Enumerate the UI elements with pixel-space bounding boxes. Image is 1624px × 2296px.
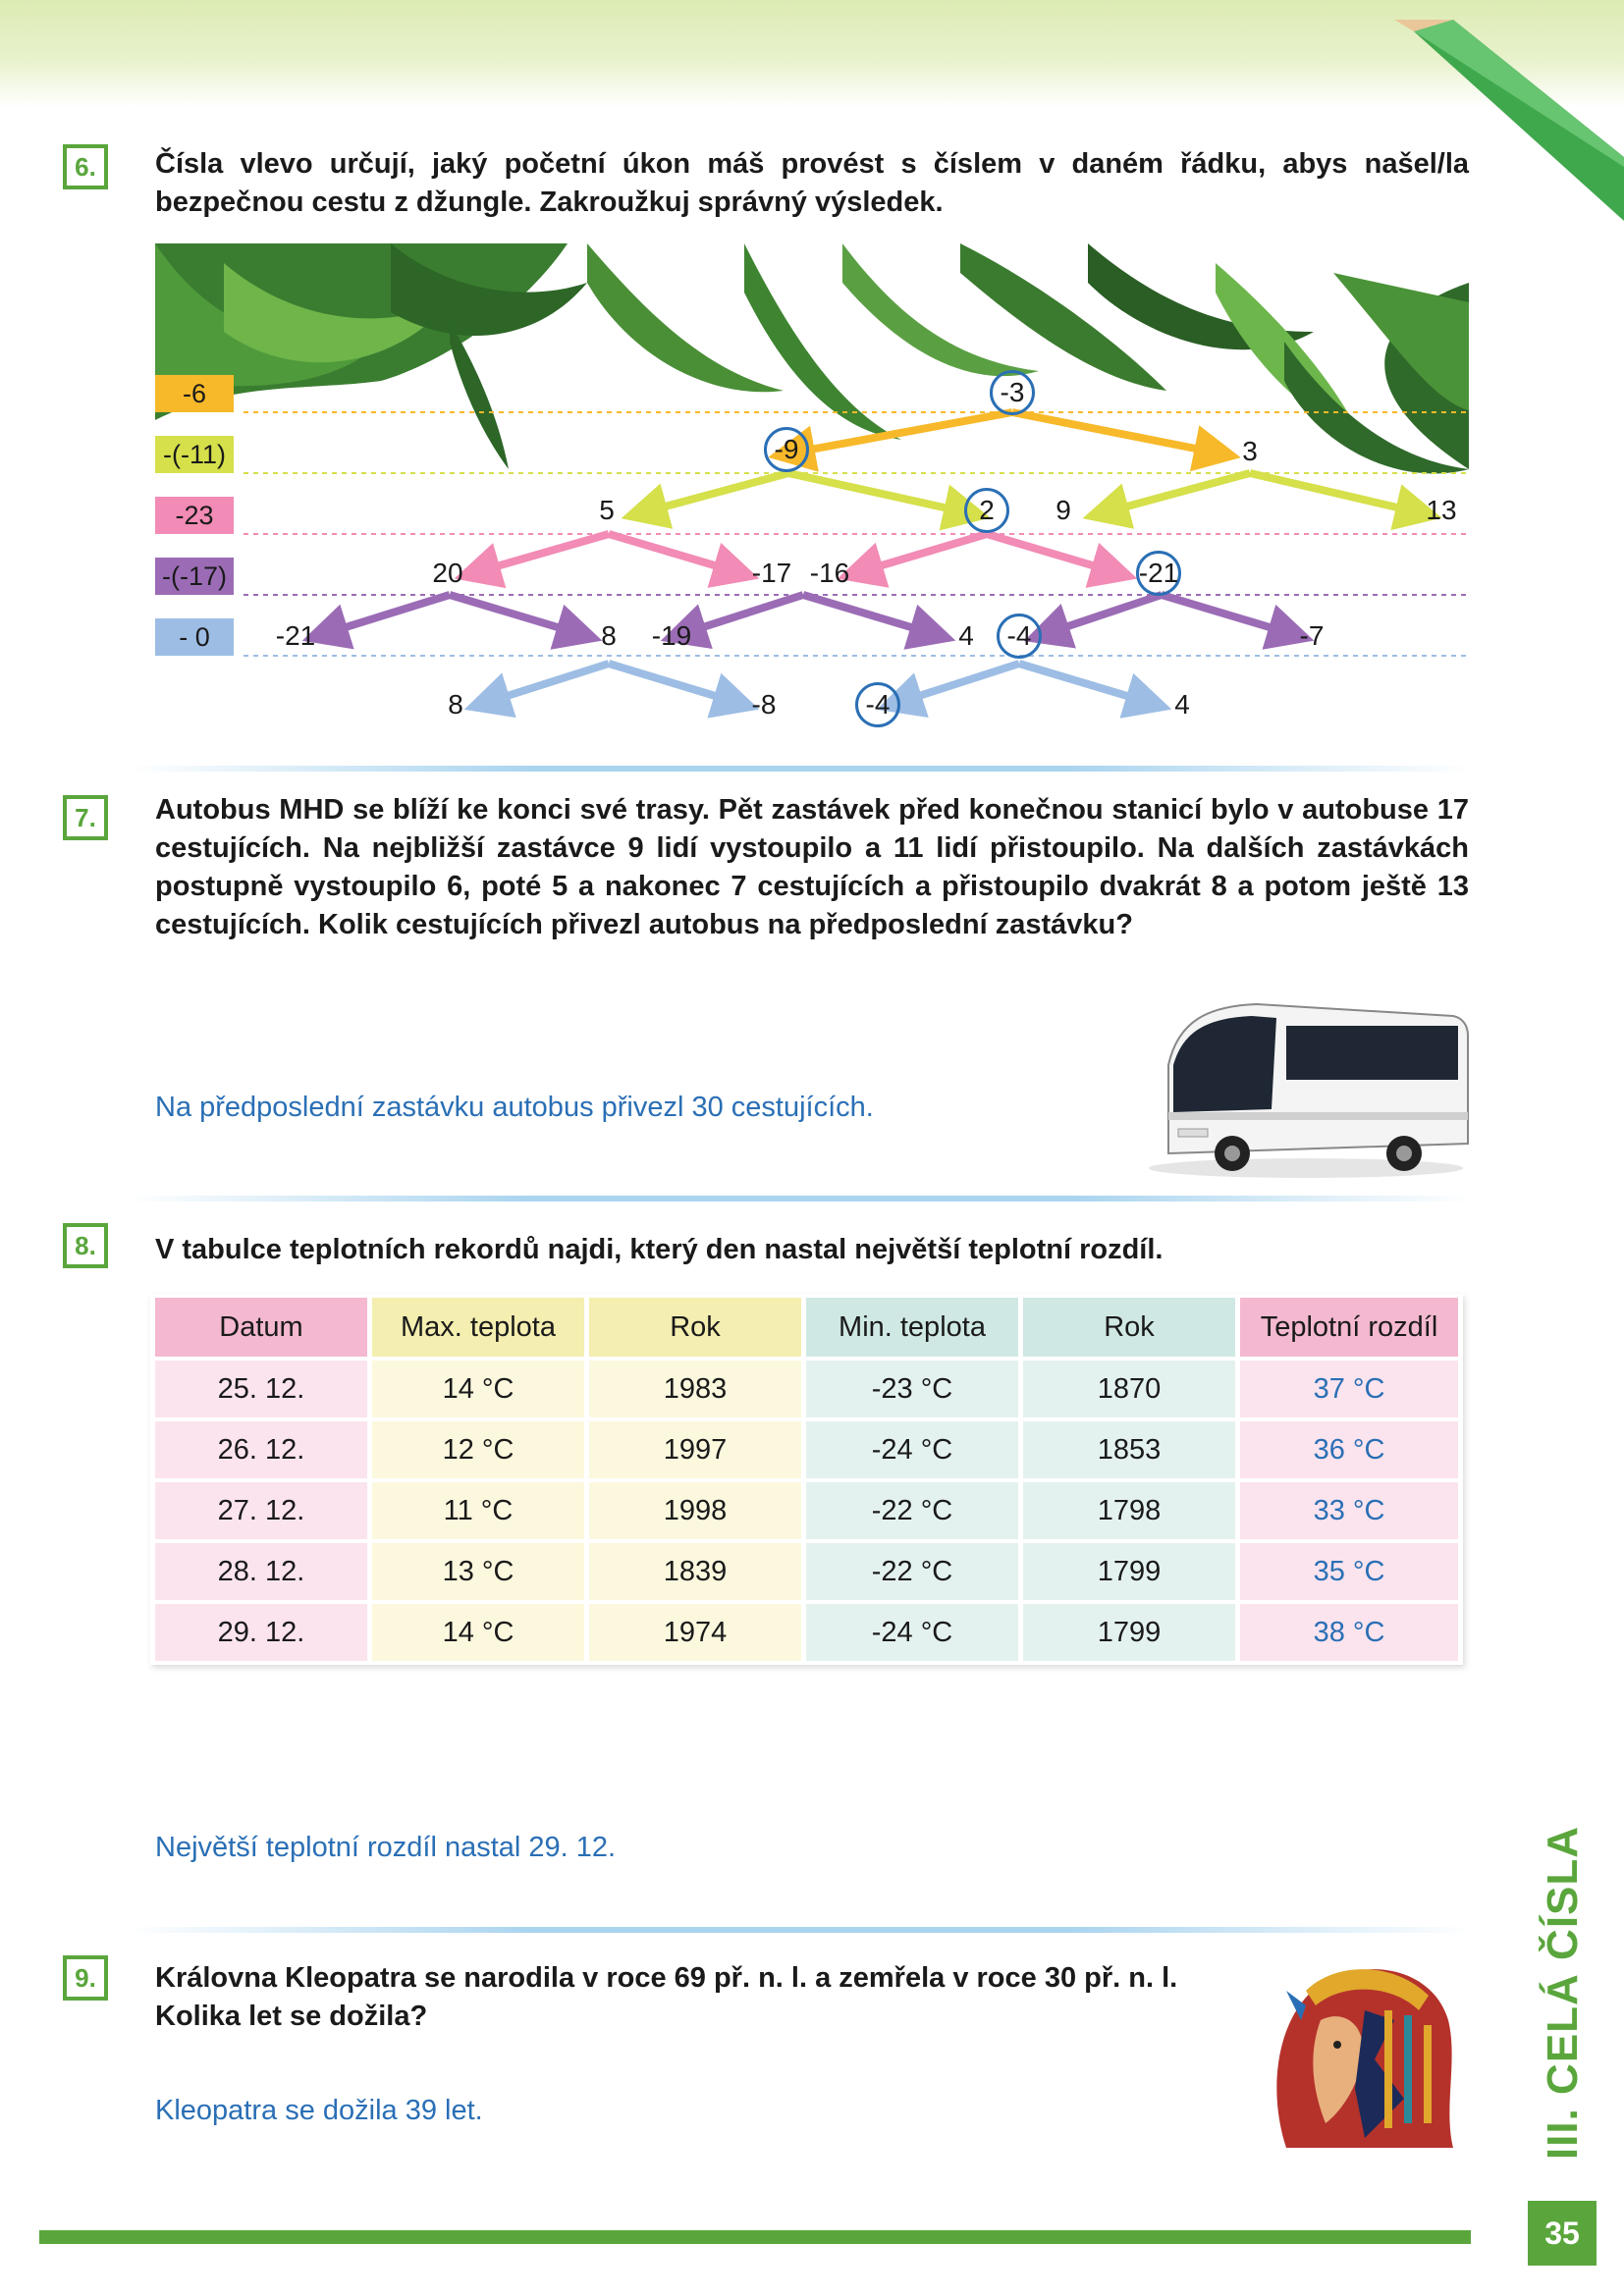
table-cell: 1998 <box>589 1482 801 1539</box>
table-row: 29. 12. 14 °C 1974 -24 °C 1799 38 °C <box>155 1604 1458 1661</box>
path-diagram <box>244 408 1469 657</box>
path-number: 5 <box>599 495 615 525</box>
answer-cell: 37 °C <box>1240 1361 1458 1417</box>
section-divider <box>128 1927 1473 1933</box>
table-cell: 27. 12. <box>155 1482 367 1539</box>
chapter-label: III. CELÁ ČÍSLA <box>1539 1825 1587 2161</box>
operation-label: -(-11) <box>155 436 234 473</box>
table-cell: 1974 <box>589 1604 801 1661</box>
path-number: -8 <box>751 689 777 720</box>
path-number: 3 <box>1242 436 1258 466</box>
task-text: Autobus MHD se blíží ke konci své trasy.… <box>155 794 1469 940</box>
jungle-leaves-image <box>155 243 1469 474</box>
answer-cell: 38 °C <box>1240 1604 1458 1661</box>
answer-text: Kleopatra se dožila 39 let. <box>155 2095 483 2126</box>
table-header-row: Datum Max. teplota Rok Min. teplota Rok … <box>155 1298 1458 1357</box>
table-cell: 1839 <box>589 1543 801 1600</box>
column-header: Teplotní rozdíl <box>1240 1298 1458 1357</box>
column-header: Max. teplota <box>372 1298 584 1357</box>
table-cell: 26. 12. <box>155 1421 367 1478</box>
path-diagram-lower <box>463 660 1172 719</box>
path-number: -21 <box>275 620 316 651</box>
column-header: Rok <box>1023 1298 1235 1357</box>
table-cell: 1853 <box>1023 1421 1235 1478</box>
column-header: Min. teplota <box>806 1298 1018 1357</box>
table-cell: 12 °C <box>372 1421 584 1478</box>
table-row: 26. 12. 12 °C 1997 -24 °C 1853 36 °C <box>155 1421 1458 1478</box>
table-cell: 29. 12. <box>155 1604 367 1661</box>
operation-label: -(-17) <box>155 558 234 595</box>
table-cell: -23 °C <box>806 1361 1018 1417</box>
table-cell: 1997 <box>589 1421 801 1478</box>
circled-result: -21 <box>1136 551 1181 596</box>
table-cell: 25. 12. <box>155 1361 367 1417</box>
table-cell: 28. 12. <box>155 1543 367 1600</box>
answer-cell: 36 °C <box>1240 1421 1458 1478</box>
operation-label: -23 <box>155 497 234 534</box>
answer-cell: 35 °C <box>1240 1543 1458 1600</box>
section-divider <box>128 766 1473 772</box>
table-cell: 1983 <box>589 1361 801 1417</box>
column-header: Datum <box>155 1298 367 1357</box>
page-number: 35 <box>1528 2201 1597 2266</box>
table-cell: 13 °C <box>372 1543 584 1600</box>
table-row: 27. 12. 11 °C 1998 -22 °C 1798 33 °C <box>155 1482 1458 1539</box>
circled-result: -4 <box>855 682 900 727</box>
path-number: -19 <box>651 620 692 651</box>
header-background <box>0 0 1624 108</box>
task-text: Čísla vlevo určují, jaký početní úkon má… <box>155 148 1469 218</box>
table-cell: -22 °C <box>806 1482 1018 1539</box>
path-number: 13 <box>1426 495 1457 525</box>
table-cell: 1798 <box>1023 1482 1235 1539</box>
table-row: 28. 12. 13 °C 1839 -22 °C 1799 35 °C <box>155 1543 1458 1600</box>
operation-label: -6 <box>155 375 234 412</box>
path-number: -16 <box>809 558 850 588</box>
table-cell: 14 °C <box>372 1604 584 1661</box>
table-cell: 1799 <box>1023 1604 1235 1661</box>
path-number: 20 <box>432 558 463 588</box>
path-number: 8 <box>601 620 617 651</box>
table-cell: -24 °C <box>806 1604 1018 1661</box>
table-row: 25. 12. 14 °C 1983 -23 °C 1870 37 °C <box>155 1361 1458 1417</box>
footer-bar <box>39 2230 1471 2244</box>
answer-text: Na předposlední zastávku autobus přivezl… <box>155 1092 874 1123</box>
path-number: -7 <box>1299 620 1325 651</box>
path-number: 4 <box>1174 689 1190 720</box>
jungle-illustration: -6 -(-11) -23 -(-17) - 0 -3 -9 3 5 2 9 1… <box>155 243 1469 667</box>
task-number: 7. <box>63 795 108 840</box>
task-number: 8. <box>63 1223 108 1268</box>
circled-result: -4 <box>997 614 1042 659</box>
temperature-table: Datum Max. teplota Rok Min. teplota Rok … <box>150 1294 1463 1665</box>
circled-result: -3 <box>990 370 1035 415</box>
section-divider <box>128 1196 1473 1201</box>
table-cell: -22 °C <box>806 1543 1018 1600</box>
task-number: 6. <box>63 144 108 189</box>
path-number: 8 <box>448 689 463 720</box>
task-text: Královna Kleopatra se narodila v roce 69… <box>155 1962 1178 2032</box>
circled-result: 2 <box>964 488 1009 533</box>
answer-text: Největší teplotní rozdíl nastal 29. 12. <box>155 1832 617 1863</box>
path-number: -17 <box>751 558 792 588</box>
operation-label: - 0 <box>155 618 234 656</box>
bus-image <box>1149 1002 1469 1178</box>
task-text: V tabulce teplotních rekordů najdi, kter… <box>155 1234 1164 1265</box>
cleopatra-image <box>1247 1951 1463 2148</box>
circled-result: -9 <box>764 427 809 472</box>
column-header: Rok <box>589 1298 801 1357</box>
table-cell: 11 °C <box>372 1482 584 1539</box>
pencil-icon <box>1394 20 1624 221</box>
answer-cell: 33 °C <box>1240 1482 1458 1539</box>
path-number: 4 <box>958 620 974 651</box>
chapter-label-container: III. CELÁ ČÍSLA <box>1524 1826 1602 2160</box>
table-cell: 14 °C <box>372 1361 584 1417</box>
task-number: 9. <box>63 1955 108 2001</box>
path-number: 9 <box>1056 495 1071 525</box>
table-cell: 1799 <box>1023 1543 1235 1600</box>
table-cell: 1870 <box>1023 1361 1235 1417</box>
table-cell: -24 °C <box>806 1421 1018 1478</box>
